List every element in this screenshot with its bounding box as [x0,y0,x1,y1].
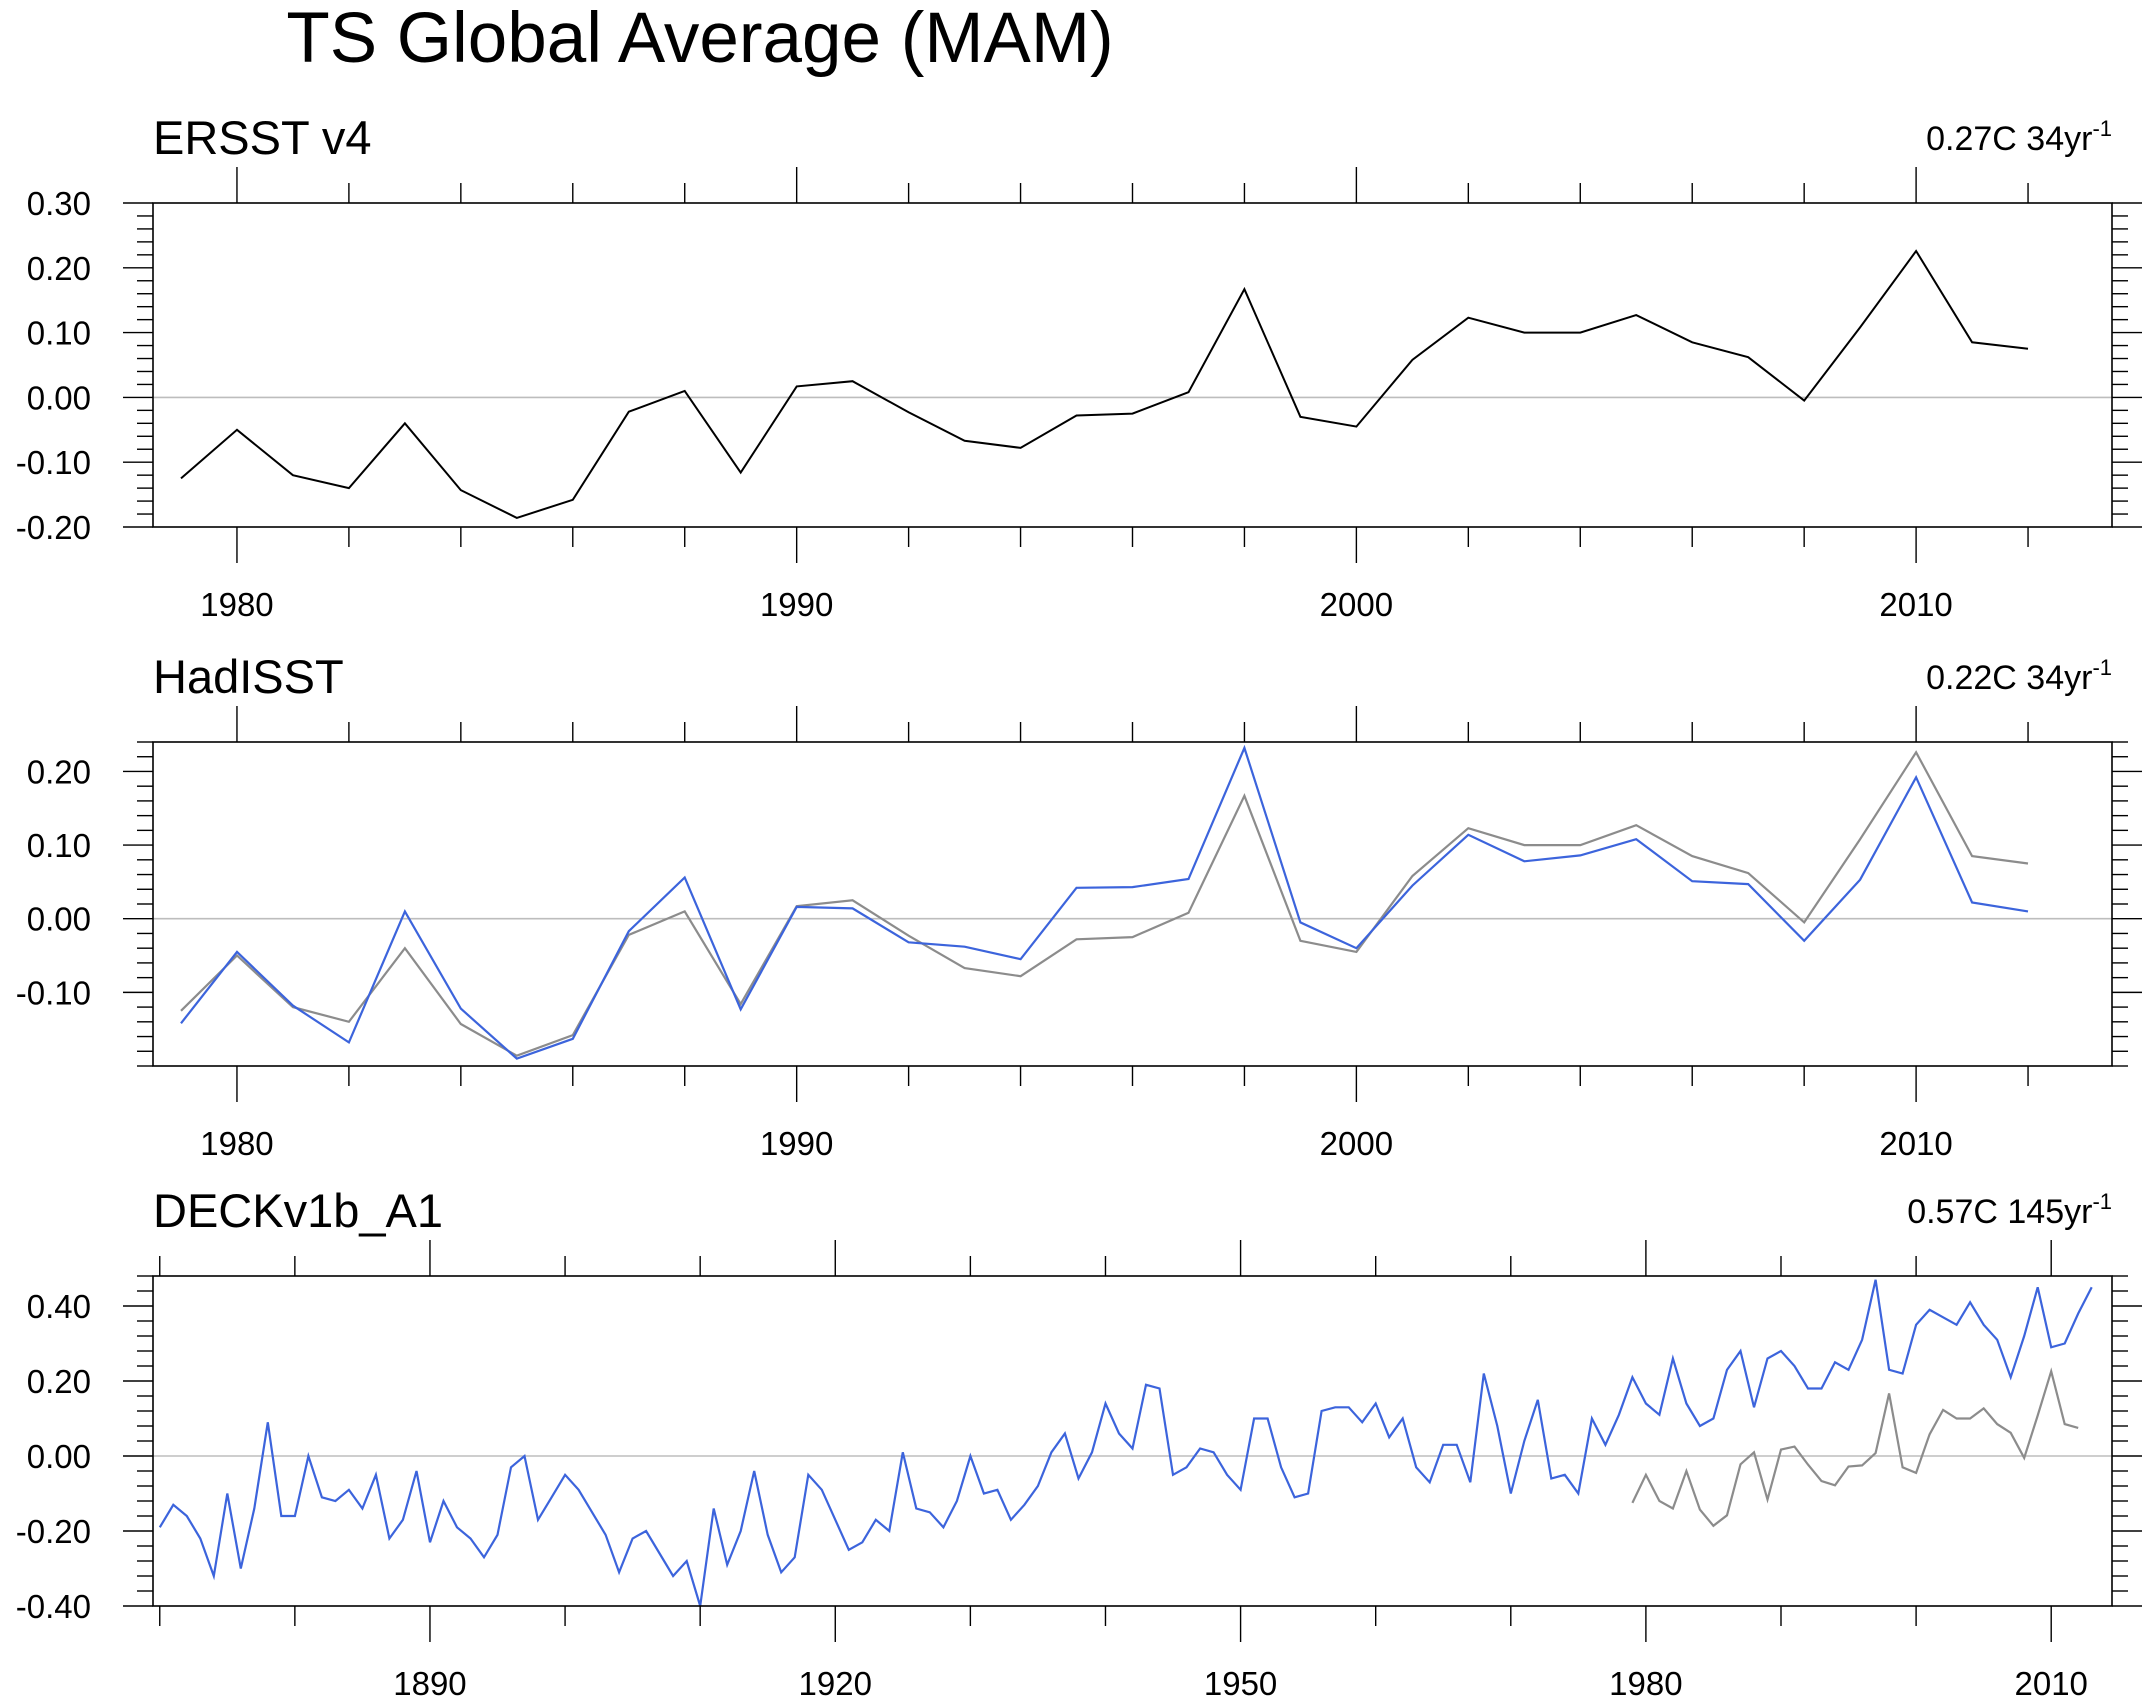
y-tick-label: 0.20 [27,753,91,790]
x-tick-label: 2010 [2014,1665,2087,1702]
plot-area: -0.20 -0.10 0.00 0.10 0.20 0.30 1980 1990 2000 20… [16,167,2142,623]
series-line-deckv1b-a1 [158,1279,2093,1607]
x-tick-label: 1980 [200,1125,273,1162]
trend-label: 0.27C 34yr-1 [1926,116,2112,158]
figure-title: TS Global Average (MAM) [286,0,1113,78]
series-line-hadisst [180,744,2029,1060]
trend-label: 0.22C 34yr-1 [1926,655,2112,697]
plot-frame [152,741,2113,1067]
y-tick-label: 0.40 [27,1288,91,1325]
trend-label: 0.57C 145yr-1 [1907,1189,2112,1231]
series-line-ersst-v4 [1631,1367,2079,1528]
x-tick-label: 2000 [1320,1125,1393,1162]
x-tick-label: 1990 [760,586,833,623]
x-tick-label: 1990 [760,1125,833,1162]
y-tick-label: 0.10 [27,315,91,352]
plot-area: -0.40 -0.20 0.00 0.20 0.40 1890 1920 1950 1980 20… [16,1240,2142,1702]
x-tick-label: 2010 [1879,1125,1952,1162]
series-line-ersst-v4 [180,249,2029,519]
panel-ersst: ERSST v4 0.27C 34yr-1 -0.20 -0.10 0.00 0.10… [16,111,2142,623]
panel-deck: DECKv1b_A1 0.57C 145yr-1 -0.40 -0.20 0.00 0… [16,1184,2142,1702]
x-tick-label: 2000 [1320,586,1393,623]
y-tick-label: -0.10 [16,444,91,481]
panel-title: HadISST [153,650,344,703]
y-tick-label: -0.20 [16,1513,91,1550]
panel-hadisst: HadISST 0.22C 34yr-1 -0.10 0.00 0.10 0.20 19… [16,650,2142,1162]
y-tick-label: 0.00 [27,901,91,938]
plot-area: -0.10 0.00 0.10 0.20 1980 1990 2000 2010 [16,706,2142,1162]
x-tick-label: 1950 [1204,1665,1277,1702]
x-tick-label: 1980 [200,586,273,623]
panel-title: DECKv1b_A1 [153,1184,443,1237]
y-tick-label: 0.20 [27,250,91,287]
x-tick-label: 2010 [1879,586,1952,623]
series-line-ersst-v4 [180,750,2029,1057]
y-tick-label: 0.30 [27,185,91,222]
x-tick-label: 1980 [1609,1665,1682,1702]
y-tick-label: 0.00 [27,379,91,416]
y-tick-label: 0.20 [27,1363,91,1400]
x-tick-label: 1890 [393,1665,466,1702]
y-tick-label: -0.20 [16,509,91,546]
y-tick-label: -0.10 [16,974,91,1011]
y-tick-label: 0.00 [27,1438,91,1475]
panel-title: ERSST v4 [153,111,372,164]
y-tick-label: -0.40 [16,1588,91,1625]
y-tick-label: 0.10 [27,827,91,864]
plot-frame [152,1275,2113,1607]
plot-frame [152,202,2113,528]
x-tick-label: 1920 [799,1665,872,1702]
